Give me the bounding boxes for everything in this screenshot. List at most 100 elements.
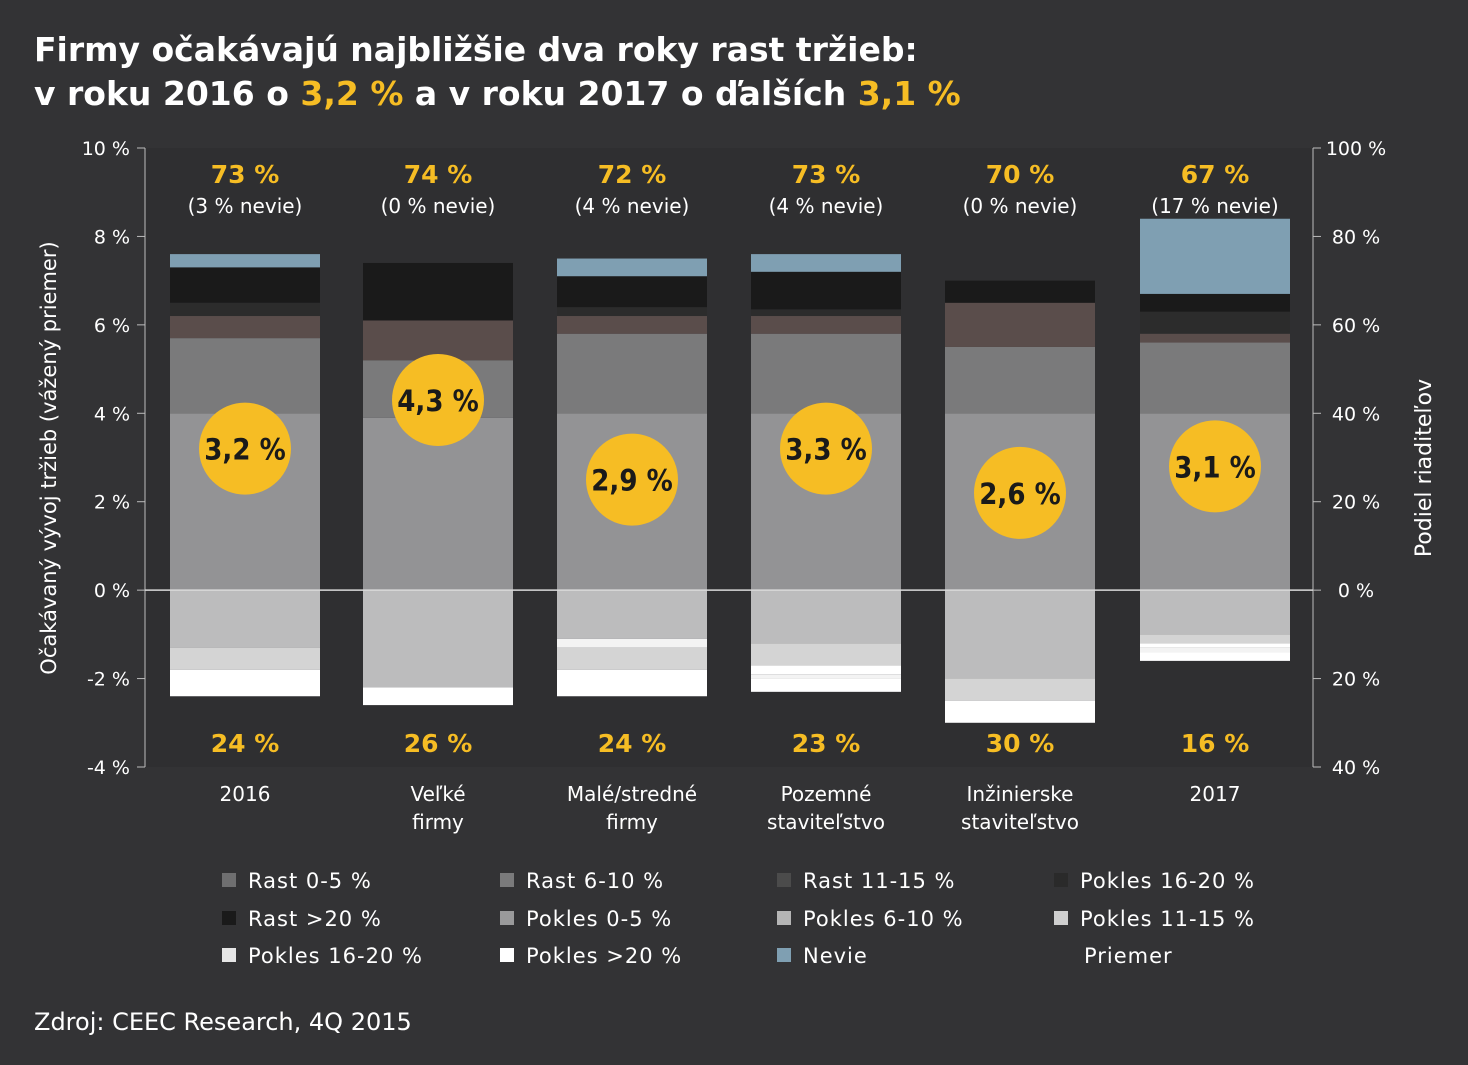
dont-know-label: (0 % nevie) [963, 194, 1078, 218]
left-axis-title: Očakávaný vývoj tržieb (vážený priemer) [37, 241, 61, 674]
dont-know-label: (0 % nevie) [381, 194, 496, 218]
x-category-label: firmy [412, 810, 464, 834]
source-note: Zdroj: CEEC Research, 4Q 2015 [34, 1008, 412, 1036]
left-tick-label: 10 % [82, 138, 130, 160]
legend-swatch [777, 948, 791, 962]
legend-label: Rast 11-15 % [803, 869, 956, 893]
average-label: 3,1 % [1174, 450, 1255, 484]
legend-swatch [500, 948, 514, 962]
stacked-bar-chart: 10 % 8 % 6 % 4 % 2 % 0 % -2 % -4 % 100 % 80 % 60 %… [37, 138, 1437, 968]
bar-segment-down [945, 700, 1095, 723]
x-category-label: 2017 [1190, 782, 1241, 806]
legend-swatch [222, 873, 236, 887]
legend-label: Pokles 11-15 % [1080, 907, 1255, 931]
legend-label: Nevie [803, 944, 868, 968]
legend-swatch [500, 873, 514, 887]
bottom-share-label: 24 % [598, 729, 667, 758]
bar-segment-up [363, 320, 513, 361]
bar-segment-down [170, 647, 320, 670]
bar-segment-up [945, 346, 1095, 414]
bar-segment-up [170, 254, 320, 268]
legend-swatch [1054, 873, 1068, 887]
right-tick-label: 100 % [1326, 138, 1386, 160]
average-label: 2,9 % [591, 464, 672, 498]
bottom-share-label: 24 % [211, 729, 280, 758]
top-share-label: 73 % [211, 160, 280, 189]
dont-know-label: (4 % nevie) [769, 194, 884, 218]
bar-segment-down [363, 687, 513, 706]
right-tick-label: 80 % [1332, 226, 1380, 248]
legend-swatch [777, 911, 791, 925]
bar-segment-down [1140, 634, 1290, 644]
right-tick-label: 0 % [1338, 580, 1374, 602]
bar-segment-up [170, 338, 320, 414]
x-category-label: Inžinierske [967, 782, 1074, 806]
bar-segment-up [557, 316, 707, 334]
x-category-label: Malé/stredné [567, 782, 697, 806]
right-axis-title: Podiel riaditeľov [1412, 379, 1437, 557]
title-highlight-2016: 3,2 % [300, 74, 404, 113]
bar-segment-down [751, 643, 901, 666]
legend-label: Pokles 6-10 % [803, 907, 964, 931]
bottom-share-label: 16 % [1181, 729, 1250, 758]
bar-segment-down [363, 590, 513, 688]
legend-label: Pokles >20 % [526, 944, 682, 968]
dont-know-label: (17 % nevie) [1151, 194, 1278, 218]
bar-segment-down [557, 638, 707, 648]
average-label: 3,2 % [204, 433, 285, 467]
top-share-label: 74 % [404, 160, 473, 189]
bar-segment-down [1140, 590, 1290, 635]
top-share-label: 73 % [792, 160, 861, 189]
legend-swatch [777, 873, 791, 887]
bar-segment-up [1140, 342, 1290, 414]
bar-segment-down [751, 678, 901, 692]
chart-title: Firmy očakávajú najbližšie dva roky rast… [34, 28, 961, 116]
bottom-share-label: 30 % [986, 729, 1055, 758]
legend-label: Rast >20 % [248, 907, 382, 931]
right-tick-label: 40 % [1332, 757, 1380, 779]
x-category-label: Veľké [410, 782, 465, 806]
title-highlight-2017: 3,1 % [857, 74, 961, 113]
top-share-label: 72 % [598, 160, 667, 189]
average-marker [1169, 420, 1261, 513]
left-tick-label: -4 % [87, 757, 130, 779]
bar-segment-up [557, 333, 707, 414]
legend-label: Rast 6-10 % [526, 869, 664, 893]
left-tick-label: -2 % [87, 669, 130, 691]
legend-label: Priemer [1084, 944, 1173, 968]
bar-segment-up [945, 302, 1095, 347]
bar-segment-down [557, 669, 707, 697]
bar-segment-down [945, 678, 1095, 701]
bar-segment-up [751, 309, 901, 317]
bar-segment-down [557, 590, 707, 639]
left-tick-label: 8 % [94, 226, 130, 248]
average-marker [780, 402, 872, 495]
top-share-label: 70 % [986, 160, 1055, 189]
bar-segment-up [557, 258, 707, 277]
average-label: 3,3 % [785, 433, 866, 467]
average-marker [586, 433, 678, 526]
bar-segment-up [945, 280, 1095, 303]
bar-segment-up [1140, 293, 1290, 312]
legend-swatch [1054, 911, 1068, 925]
bar-segment-up [751, 254, 901, 272]
left-tick-label: 2 % [94, 492, 130, 514]
average-label: 2,6 % [979, 477, 1060, 511]
legend-swatch [222, 948, 236, 962]
title-line-1: Firmy očakávajú najbližšie dva roky rast… [34, 30, 918, 69]
bar-segment-down [1140, 643, 1290, 648]
left-tick-label: 0 % [94, 580, 130, 602]
left-tick-label: 4 % [94, 403, 130, 425]
legend-label: Rast 0-5 % [248, 869, 372, 893]
title-line-2: v roku 2016 o 3,2 % a v roku 2017 o ďalš… [34, 72, 961, 116]
average-marker [974, 446, 1066, 539]
bar-segment-up [170, 316, 320, 339]
bar-segment-down [751, 665, 901, 675]
bar-segment-up [1140, 333, 1290, 343]
bottom-share-label: 26 % [404, 729, 473, 758]
right-tick-label: 20 % [1332, 669, 1380, 691]
top-share-label: 67 % [1181, 160, 1250, 189]
bar-segment-up [557, 307, 707, 317]
average-label: 4,3 % [397, 384, 478, 418]
right-tick-label: 20 % [1332, 492, 1380, 514]
